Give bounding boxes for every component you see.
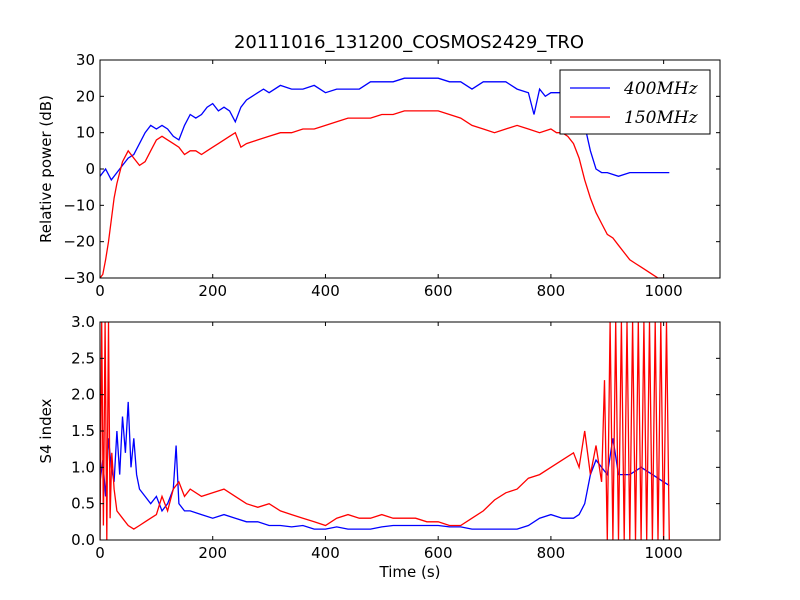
x-tick-label: 800	[537, 282, 566, 300]
x-tick-label: 1000	[645, 544, 683, 562]
y-axis-label: Relative power (dB)	[37, 95, 55, 243]
legend-label: 150MHz	[624, 108, 699, 128]
x-tick-label: 400	[311, 282, 340, 300]
y-tick-label: 2.5	[71, 349, 95, 367]
series-line-150mhz	[100, 322, 670, 540]
x-tick-label: 400	[311, 544, 340, 562]
y-tick-label: −30	[63, 269, 95, 287]
charts-layer: 0 200 400 600 800 1000 −30 −20 −10 0 10 20 30 Relativ…	[37, 51, 721, 581]
series-line-400mhz	[100, 401, 670, 530]
x-tick-label: 600	[424, 544, 453, 562]
y-tick-label: 3.0	[71, 313, 95, 331]
y-tick-label: 10	[76, 124, 95, 142]
y-tick-label: 0.5	[71, 495, 95, 513]
figure-title: 20111016_131200_COSMOS2429_TRO	[234, 32, 584, 53]
y-tick-label: 1.0	[71, 458, 95, 476]
y-axis-label: S4 index	[37, 398, 55, 463]
x-axis-label: Time (s)	[379, 563, 441, 581]
y-tick-label: −10	[63, 196, 95, 214]
x-tick-label: 800	[537, 544, 566, 562]
x-tick-label: 1000	[645, 282, 683, 300]
y-tick-label: 0.0	[71, 531, 95, 549]
legend-box	[559, 69, 711, 135]
y-tick-label: −20	[63, 233, 95, 251]
y-tick-label: 0	[85, 160, 95, 178]
legend-label: 400MHz	[623, 79, 699, 99]
y-tick-label: 1.5	[71, 422, 95, 440]
y-tick-label: 2.0	[71, 386, 95, 404]
y-tick-label: 30	[76, 51, 95, 69]
x-tick-label: 200	[198, 282, 227, 300]
y-tick-label: 20	[76, 87, 95, 105]
x-tick-label: 0	[95, 282, 105, 300]
x-tick-label: 0	[95, 544, 105, 562]
series-line-150mhz	[100, 110, 664, 278]
chart-2: 0 200 400 600 800 1000 0.0 0.5 1.0 1.5 2.0 2.5 3.0 S4…	[37, 313, 721, 581]
x-tick-label: 200	[198, 544, 227, 562]
x-tick-label: 600	[424, 282, 453, 300]
chart-1: 0 200 400 600 800 1000 −30 −20 −10 0 10 20 30 Relativ…	[37, 51, 721, 300]
legend: 400MHz 150MHz	[559, 69, 711, 135]
